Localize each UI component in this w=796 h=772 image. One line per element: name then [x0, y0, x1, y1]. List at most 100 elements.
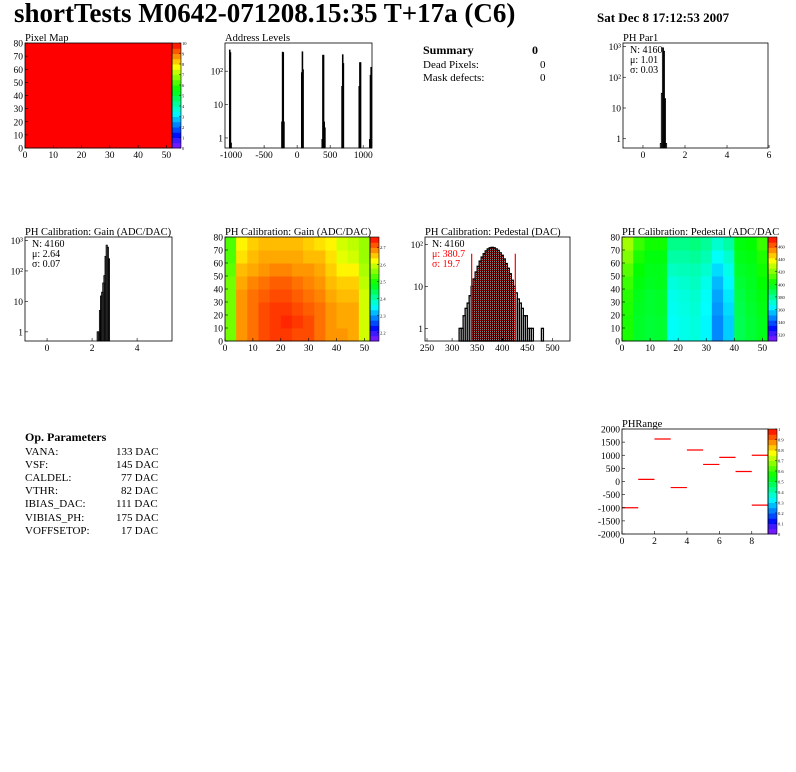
heatmap-cell [655, 302, 668, 316]
chart-title: PH Calibration: Gain (ADC/DAC) [225, 227, 372, 238]
heatmap-cell [622, 328, 634, 342]
heatmap-cell [745, 328, 758, 342]
heatmap-cell [734, 263, 747, 277]
heatmap-cell [723, 289, 735, 303]
heatmap-cell [756, 250, 769, 264]
palette-swatch [768, 294, 777, 300]
stats-entry: N: 4160 [432, 239, 465, 250]
x-tick-label: 4 [135, 344, 140, 354]
heatmap-cell [25, 43, 173, 149]
x-tick-label: 10 [248, 344, 258, 354]
y-tick-label: 0 [615, 478, 620, 488]
heatmap-cell [358, 263, 371, 277]
y-tick-label: 0 [18, 145, 23, 155]
palette-swatch [172, 127, 181, 133]
palette-swatch [768, 507, 777, 514]
param-value: 17 DAC [121, 525, 158, 537]
page-title: shortTests M0642-071208.15:35 T+17a (C6) [14, 0, 516, 28]
palette-swatch [768, 439, 777, 446]
heatmap-cell [280, 328, 293, 342]
palette-swatch [370, 273, 379, 280]
heatmap-cell [247, 263, 259, 277]
heatmap-cell [655, 289, 668, 303]
heatmap-cell [225, 237, 237, 251]
heatmap-cell [225, 302, 237, 316]
y-tick-label: 50 [214, 273, 224, 283]
heatmap-cell [325, 263, 338, 277]
heatmap-cell [666, 237, 679, 251]
palette-swatch [768, 513, 777, 519]
param-value: 133 DAC [116, 446, 159, 458]
histogram-bin [283, 121, 285, 149]
x-tick-label: 30 [304, 344, 314, 354]
heatmap-cell [336, 315, 349, 329]
heatmap-cell [678, 289, 690, 303]
heatmap-cell [666, 315, 679, 329]
heatmap-cell [734, 250, 747, 264]
heatmap-cell [358, 276, 371, 290]
heatmap-cell [678, 237, 690, 251]
heatmap-cell [711, 263, 724, 277]
heatmap-cell [225, 328, 237, 342]
y-tick-label: 10 [214, 101, 224, 111]
heatmap-cell [303, 302, 315, 316]
y-tick-label: 60 [214, 260, 224, 270]
palette-swatch [370, 283, 379, 290]
heatmap-cell [633, 276, 645, 290]
histogram-bin [302, 69, 304, 149]
heatmap-cell [236, 263, 248, 277]
histogram-bin [324, 127, 326, 149]
palette-swatch [172, 142, 181, 149]
heatmap-cell [303, 276, 315, 290]
chart-gainmap: PH Calibration: Gain (ADC/DAC) 2.2 2.3 2.4 2… [214, 227, 387, 354]
param-label: VANA: [25, 446, 59, 458]
heatmap-cell [756, 302, 769, 316]
heatmap-cell [689, 289, 702, 303]
palette-tick-label: 400 [778, 282, 786, 287]
palette-swatch [768, 315, 777, 321]
palette-swatch [768, 455, 777, 461]
palette-swatch [768, 444, 777, 451]
heatmap-cell [655, 237, 668, 251]
heatmap-cell [678, 276, 690, 290]
heatmap-cell [689, 315, 702, 329]
plot-frame [24, 236, 173, 342]
palette-swatch [172, 100, 181, 107]
heatmap-cell [689, 302, 702, 316]
heatmap-cell [734, 237, 747, 251]
heatmap-cell [666, 328, 679, 342]
heatmap-cell [347, 237, 360, 251]
y-tick-label: 40 [14, 92, 24, 102]
y-tick-label: 1 [616, 135, 621, 145]
heatmap-cell [644, 250, 657, 264]
heatmap-cell [236, 237, 248, 251]
heatmap-cell [225, 315, 237, 329]
palette-swatch [768, 486, 777, 493]
heatmap-cell [723, 276, 735, 290]
palette-tick-label: 7 [182, 73, 185, 78]
heatmap-cell [734, 289, 747, 303]
heatmap-cell [347, 302, 360, 316]
heatmap-cell [258, 276, 271, 290]
heatmap-cell [655, 315, 668, 329]
heatmap-cell [236, 302, 248, 316]
histogram-bin [664, 98, 667, 149]
heatmap-cell [622, 315, 634, 329]
plot-frame [424, 236, 571, 342]
y-tick-label: -500 [603, 491, 621, 501]
heatmap-cell [745, 263, 758, 277]
histogram-bin [540, 327, 545, 342]
palette-swatch [370, 257, 379, 264]
palette-swatch [768, 497, 777, 503]
palette-swatch [172, 137, 181, 144]
heatmap-cell [711, 276, 724, 290]
y-tick-label: 80 [14, 40, 24, 50]
palette-swatch [768, 523, 777, 530]
palette-tick-label: 1 [182, 136, 184, 141]
chart-pedmap: PH Calibration: Pedestal (ADC/DAC 320 340 3… [611, 227, 786, 354]
x-tick-label: 10 [49, 151, 59, 161]
palette-tick-label: 460 [778, 244, 786, 249]
heatmap-cell [633, 250, 645, 264]
heatmap-cell [700, 302, 713, 316]
